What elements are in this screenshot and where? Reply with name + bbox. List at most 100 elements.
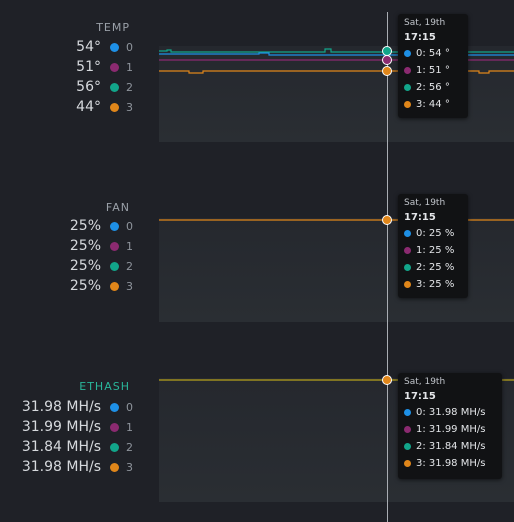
gpu1-dot-icon	[110, 241, 119, 251]
crosshair-line	[387, 12, 388, 522]
temp-title: TEMP	[96, 21, 130, 34]
temp-legend-row-0[interactable]: 54° 0	[76, 38, 133, 56]
fan-legend-row-1[interactable]: 25% 1	[69, 237, 133, 255]
gpu-index: 2	[126, 440, 133, 454]
gpu3-dot-icon	[404, 460, 411, 467]
temp-tooltip: Sat, 19th 17:15 0: 54 ° 1: 51 ° 2: 56 ° …	[398, 14, 468, 118]
gpu3-dot-icon	[110, 102, 119, 112]
temp-marker-1	[382, 55, 392, 65]
tooltip-date: Sat, 19th	[404, 198, 446, 208]
gpu-index: 1	[126, 420, 133, 434]
temp-marker-3	[382, 66, 392, 76]
ethash-legend-row-2[interactable]: 31.84 MH/s 2	[21, 438, 133, 456]
ethash-legend-row-1[interactable]: 31.99 MH/s 1	[21, 418, 133, 436]
fan-legend-row-0[interactable]: 25% 0	[69, 217, 133, 235]
gpu0-dot-icon	[110, 221, 119, 231]
temp-legend-row-2[interactable]: 56° 2	[76, 78, 133, 96]
tooltip-time: 17:15	[404, 32, 436, 43]
gpu1-dot-icon	[110, 422, 119, 432]
temp-legend-row-1[interactable]: 51° 1	[76, 58, 133, 76]
tooltip-row-1: 1: 25 %	[404, 242, 462, 259]
fan-value-0: 25%	[69, 218, 101, 234]
tooltip-row-1: 1: 31.99 MH/s	[404, 421, 496, 438]
gpu0-dot-icon	[110, 402, 119, 412]
ethash-legend: ETHASH 31.98 MH/s 0 31.99 MH/s 1 31.84 M…	[0, 360, 140, 502]
tooltip-row-0: 0: 31.98 MH/s	[404, 404, 496, 421]
tooltip-value: 2: 56 °	[416, 82, 450, 93]
tooltip-time: 17:15	[404, 212, 436, 223]
tooltip-row-2: 2: 25 %	[404, 259, 462, 276]
gpu2-dot-icon	[110, 261, 119, 271]
temp-value-2: 56°	[76, 79, 101, 95]
tooltip-row-1: 1: 51 °	[404, 62, 462, 79]
tooltip-row-3: 3: 31.98 MH/s	[404, 455, 496, 472]
tooltip-value: 0: 31.98 MH/s	[416, 407, 486, 418]
ethash-legend-row-0[interactable]: 31.98 MH/s 0	[21, 398, 133, 416]
ethash-value-3: 31.98 MH/s	[21, 459, 101, 475]
gpu3-dot-icon	[110, 462, 119, 472]
ethash-value-1: 31.99 MH/s	[21, 419, 101, 435]
tooltip-row-0: 0: 25 %	[404, 225, 462, 242]
gpu-index: 0	[126, 219, 133, 233]
fan-legend-row-3[interactable]: 25% 3	[69, 277, 133, 295]
temp-line-0	[159, 52, 514, 56]
gpu1-dot-icon	[404, 426, 411, 433]
ethash-marker-3	[382, 375, 392, 385]
temp-value-0: 54°	[76, 39, 101, 55]
gpu0-dot-icon	[404, 230, 411, 237]
gpu-index: 2	[126, 259, 133, 273]
gpu3-dot-icon	[404, 101, 411, 108]
fan-value-2: 25%	[69, 258, 101, 274]
ethash-title: ETHASH	[79, 380, 130, 393]
ethash-value-2: 31.84 MH/s	[21, 439, 101, 455]
gpu-index: 0	[126, 400, 133, 414]
tooltip-value: 1: 31.99 MH/s	[416, 424, 486, 435]
tooltip-value: 3: 44 °	[416, 99, 450, 110]
gpu1-dot-icon	[110, 62, 119, 72]
gpu-index: 0	[126, 40, 133, 54]
fan-value-3: 25%	[69, 278, 101, 294]
tooltip-value: 2: 31.84 MH/s	[416, 441, 486, 452]
tooltip-row-2: 2: 56 °	[404, 79, 462, 96]
temp-value-1: 51°	[76, 59, 101, 75]
fan-marker-3	[382, 215, 392, 225]
ethash-value-0: 31.98 MH/s	[21, 399, 101, 415]
tooltip-value: 3: 31.98 MH/s	[416, 458, 486, 469]
gpu-index: 3	[126, 279, 133, 293]
fan-legend-row-2[interactable]: 25% 2	[69, 257, 133, 275]
gpu3-dot-icon	[404, 281, 411, 288]
fan-legend: FAN 25% 0 25% 1 25% 2 25% 3	[0, 180, 140, 330]
fan-tooltip: Sat, 19th 17:15 0: 25 % 1: 25 % 2: 25 % …	[398, 194, 468, 298]
gpu3-dot-icon	[110, 281, 119, 291]
gpu2-dot-icon	[110, 442, 119, 452]
temp-legend: TEMP 54° 0 51° 1 56° 2 44° 3	[0, 0, 140, 150]
gpu2-dot-icon	[404, 443, 411, 450]
fan-value-1: 25%	[69, 238, 101, 254]
gpu-index: 2	[126, 80, 133, 94]
gpu2-dot-icon	[404, 264, 411, 271]
temp-legend-row-3[interactable]: 44° 3	[76, 98, 133, 116]
tooltip-row-3: 3: 44 °	[404, 96, 462, 113]
gpu1-dot-icon	[404, 67, 411, 74]
tooltip-value: 2: 25 %	[416, 262, 455, 273]
gpu0-dot-icon	[404, 50, 411, 57]
ethash-legend-row-3[interactable]: 31.98 MH/s 3	[21, 458, 133, 476]
gpu-index: 1	[126, 60, 133, 74]
gpu-index: 3	[126, 100, 133, 114]
tooltip-value: 0: 54 °	[416, 48, 450, 59]
tooltip-row-3: 3: 25 %	[404, 276, 462, 293]
temp-value-3: 44°	[76, 99, 101, 115]
temp-line-2	[159, 48, 514, 53]
tooltip-value: 1: 51 °	[416, 65, 450, 76]
gpu-index: 3	[126, 460, 133, 474]
gpu2-dot-icon	[404, 84, 411, 91]
tooltip-date: Sat, 19th	[404, 18, 446, 28]
tooltip-value: 3: 25 %	[416, 279, 455, 290]
tooltip-value: 0: 25 %	[416, 228, 455, 239]
gpu0-dot-icon	[404, 409, 411, 416]
tooltip-date: Sat, 19th	[404, 377, 446, 387]
tooltip-value: 1: 25 %	[416, 245, 455, 256]
fan-title: FAN	[105, 201, 130, 214]
ethash-tooltip: Sat, 19th 17:15 0: 31.98 MH/s 1: 31.99 M…	[398, 373, 502, 479]
gpu0-dot-icon	[110, 42, 119, 52]
